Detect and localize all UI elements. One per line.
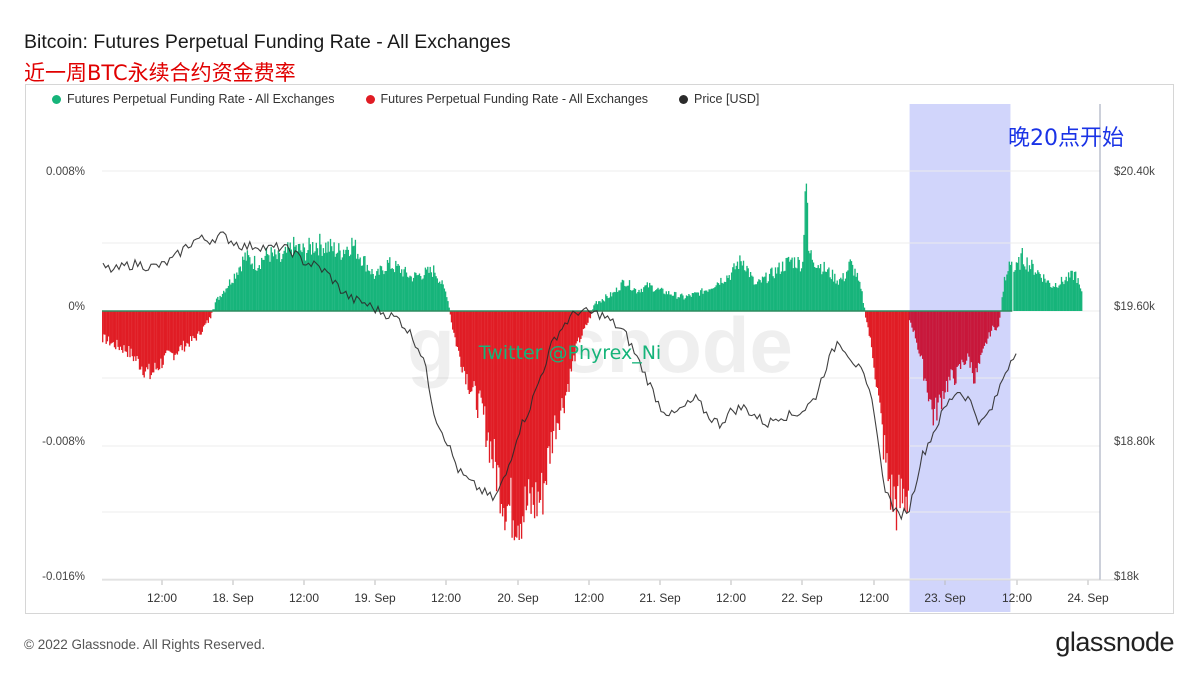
price-line (102, 231, 1017, 521)
y-left-tick-label: -0.008% (42, 436, 85, 448)
y-right-tick-label: $19.60k (1114, 301, 1155, 313)
y-left-tick-label: 0.008% (46, 166, 85, 178)
legend-dot-price (679, 94, 689, 104)
legend-dot-positive (52, 94, 61, 104)
x-tick-label: 12:00 (574, 591, 604, 605)
page-title: Bitcoin: Futures Perpetual Funding Rate … (24, 31, 511, 53)
legend-item-positive[interactable]: Futures Perpetual Funding Rate - All Exc… (52, 92, 335, 106)
legend: Futures Perpetual Funding Rate - All Exc… (52, 92, 759, 106)
chart-frame (25, 84, 1174, 614)
x-tick-label: 12:00 (859, 591, 889, 605)
twitter-annotation: Twitter @Phyrex_Ni (478, 342, 661, 364)
x-tick-label: 12:00 (1002, 591, 1032, 605)
axes-layer: 0.008% 0% -0.008% -0.016% $20.40k $19.60k $18.… (42, 104, 1155, 605)
glassnode-logo[interactable]: glassnode (1055, 627, 1174, 657)
y-right-tick-label: $20.40k (1114, 166, 1155, 178)
area-layer (102, 183, 1083, 541)
copyright: © 2022 Glassnode. All Rights Reserved. (24, 637, 266, 652)
x-tick-label: 12:00 (147, 591, 177, 605)
x-tick-label: 22. Sep (781, 591, 823, 605)
y-left-tick-label: 0% (68, 301, 85, 313)
legend-item-price[interactable]: Price [USD] (679, 92, 759, 106)
y-left-tick-label: -0.016% (42, 571, 85, 583)
highlight-label: 晚20点开始 (1008, 126, 1124, 151)
legend-label-positive: Futures Perpetual Funding Rate - All Exc… (67, 92, 335, 106)
y-right-tick-label: $18k (1114, 571, 1139, 583)
legend-label-negative: Futures Perpetual Funding Rate - All Exc… (380, 92, 649, 106)
x-tick-label: 24. Sep (1067, 591, 1109, 605)
x-tick-label: 23. Sep (924, 591, 966, 605)
x-tick-label: 21. Sep (639, 591, 681, 605)
x-tick-label: 18. Sep (212, 591, 254, 605)
annotation-layer: Twitter @Phyrex_Ni 晚20点开始 (478, 126, 1124, 364)
x-tick-label: 12:00 (431, 591, 461, 605)
legend-dot-negative (365, 94, 375, 104)
y-right-tick-label: $18.80k (1114, 436, 1155, 448)
price-layer (102, 231, 1017, 521)
x-tick-label: 19. Sep (354, 591, 396, 605)
x-tick-label: 12:00 (716, 591, 746, 605)
legend-label-price: Price [USD] (694, 92, 760, 106)
page-subtitle: 近一周BTC永续合约资金费率 (24, 61, 296, 85)
legend-item-negative[interactable]: Futures Perpetual Funding Rate - All Exc… (365, 92, 649, 106)
x-tick-label: 20. Sep (497, 591, 539, 605)
x-tick-label: 12:00 (289, 591, 319, 605)
